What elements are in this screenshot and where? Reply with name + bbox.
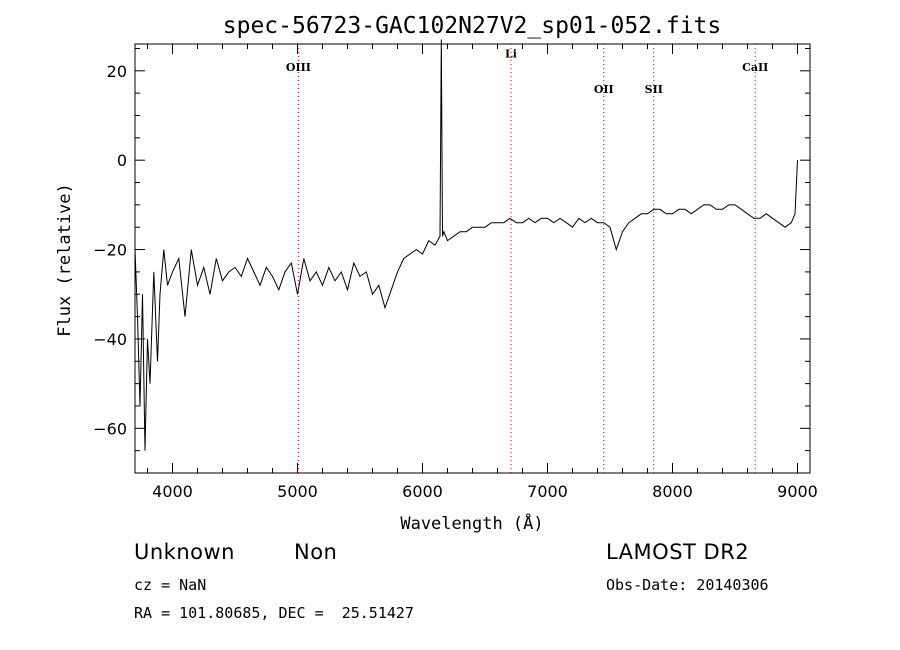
- x-tick-label: 9000: [777, 482, 818, 501]
- marker-label-li: Li: [505, 47, 517, 60]
- spectrum-series: [134, 39, 798, 451]
- survey-name: LAMOST DR2: [606, 540, 750, 564]
- y-axis-label: Flux (relative): [55, 183, 75, 337]
- spectral-line-labels: OIII Li OII SII CaII: [286, 47, 768, 96]
- x-tick-label: 5000: [277, 482, 318, 501]
- marker-label-caii: CaII: [742, 61, 768, 74]
- chart-title: spec-56723-GAC102N27V2_sp01-052.fits: [223, 13, 722, 39]
- marker-label-oii: OII: [594, 83, 614, 96]
- object-class: Unknown: [134, 540, 235, 564]
- x-axis-label: Wavelength (Å): [400, 512, 543, 534]
- axis-ticks: 4000 5000 6000 7000 8000 9000 −60 −40 −20 0 20: [93, 44, 818, 501]
- plot-border: [134, 43, 811, 474]
- y-tick-label: 0: [117, 151, 127, 170]
- marker-label-oiii: OIII: [286, 61, 311, 74]
- x-tick-label: 6000: [402, 482, 443, 501]
- plot-frame: [134, 43, 811, 474]
- marker-label-sii: SII: [645, 83, 663, 96]
- redshift-text: cz = NaN: [134, 576, 207, 594]
- obs-date-text: Obs-Date: 20140306: [606, 576, 769, 594]
- y-tick-label: −40: [93, 330, 127, 349]
- y-tick-label: 20: [107, 62, 127, 81]
- x-tick-label: 8000: [652, 482, 693, 501]
- x-tick-label: 4000: [152, 482, 193, 501]
- y-tick-label: −20: [93, 241, 127, 260]
- y-tick-label: −60: [93, 419, 127, 438]
- object-subclass: Non: [294, 540, 338, 564]
- coordinates-text: RA = 101.80685, DEC = 25.51427: [134, 604, 414, 622]
- spectrum-line: [134, 39, 798, 451]
- spectral-line-markers: [297, 44, 756, 473]
- x-tick-label: 7000: [527, 482, 568, 501]
